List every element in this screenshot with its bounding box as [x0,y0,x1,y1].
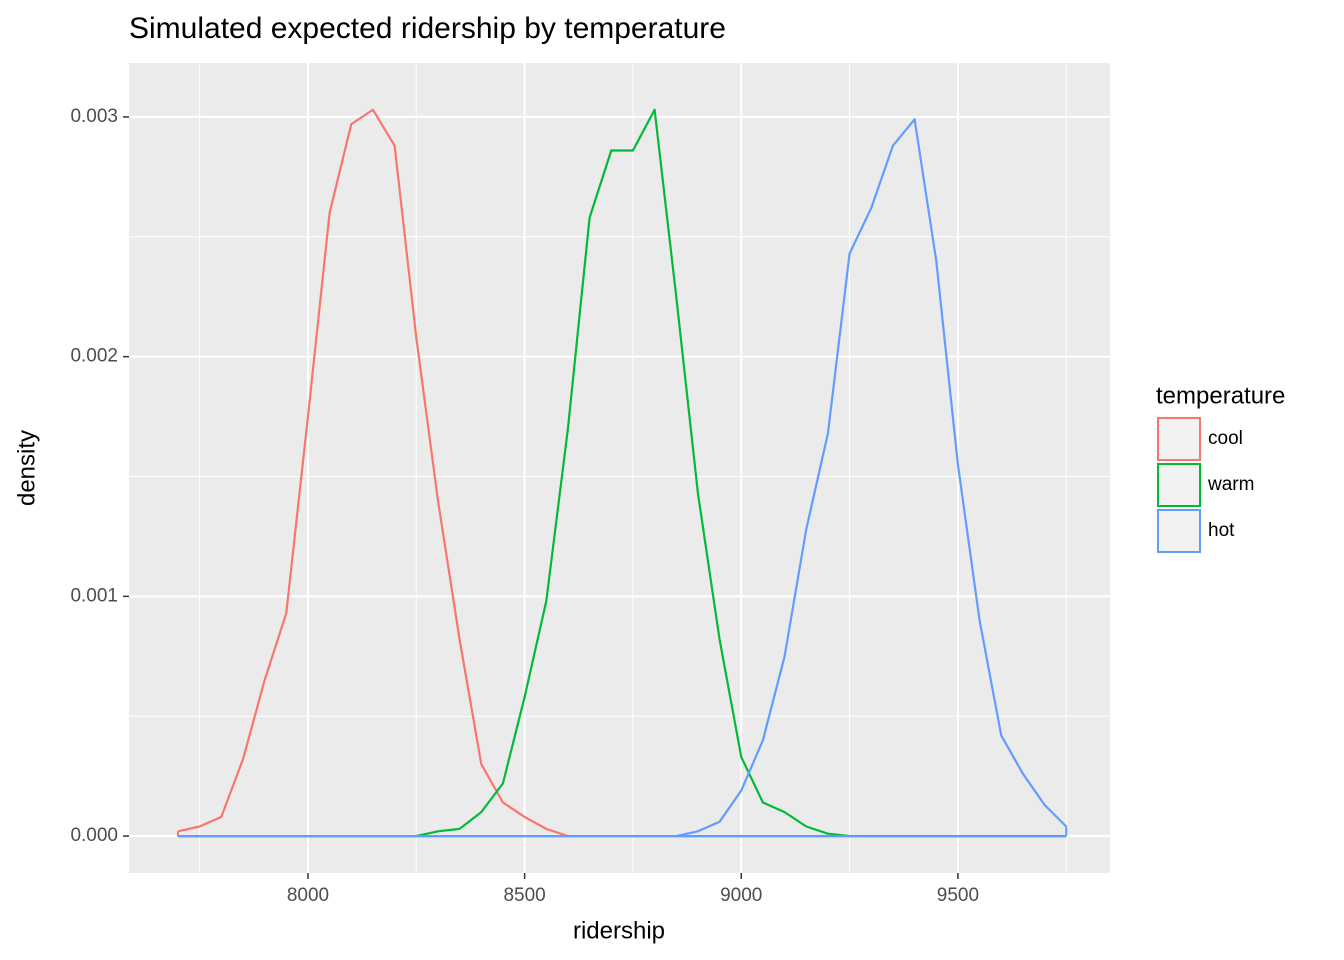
legend-label: cool [1208,428,1243,449]
legend-label: warm [1207,474,1254,495]
x-tick-label: 9000 [720,885,762,906]
x-axis-label: ridership [573,917,665,944]
x-tick-label: 8000 [287,885,329,906]
legend-key [1157,417,1201,461]
y-tick-label: 0.001 [70,585,118,606]
y-axis-label: density [13,430,40,506]
density-line [177,118,1068,838]
y-tick-label: 0.002 [70,346,118,367]
x-tick-label: 8500 [503,885,545,906]
legend-label: hot [1208,520,1235,541]
y-tick-label: 0.003 [70,106,118,127]
y-tick-label: 0.000 [70,825,118,846]
panel-background [129,63,1110,873]
x-tick-label: 9500 [937,885,979,906]
chart-title: Simulated expected ridership by temperat… [129,12,726,45]
legend-key [1157,509,1201,553]
legend-key [1157,463,1201,507]
legend-title: temperature [1156,382,1285,409]
